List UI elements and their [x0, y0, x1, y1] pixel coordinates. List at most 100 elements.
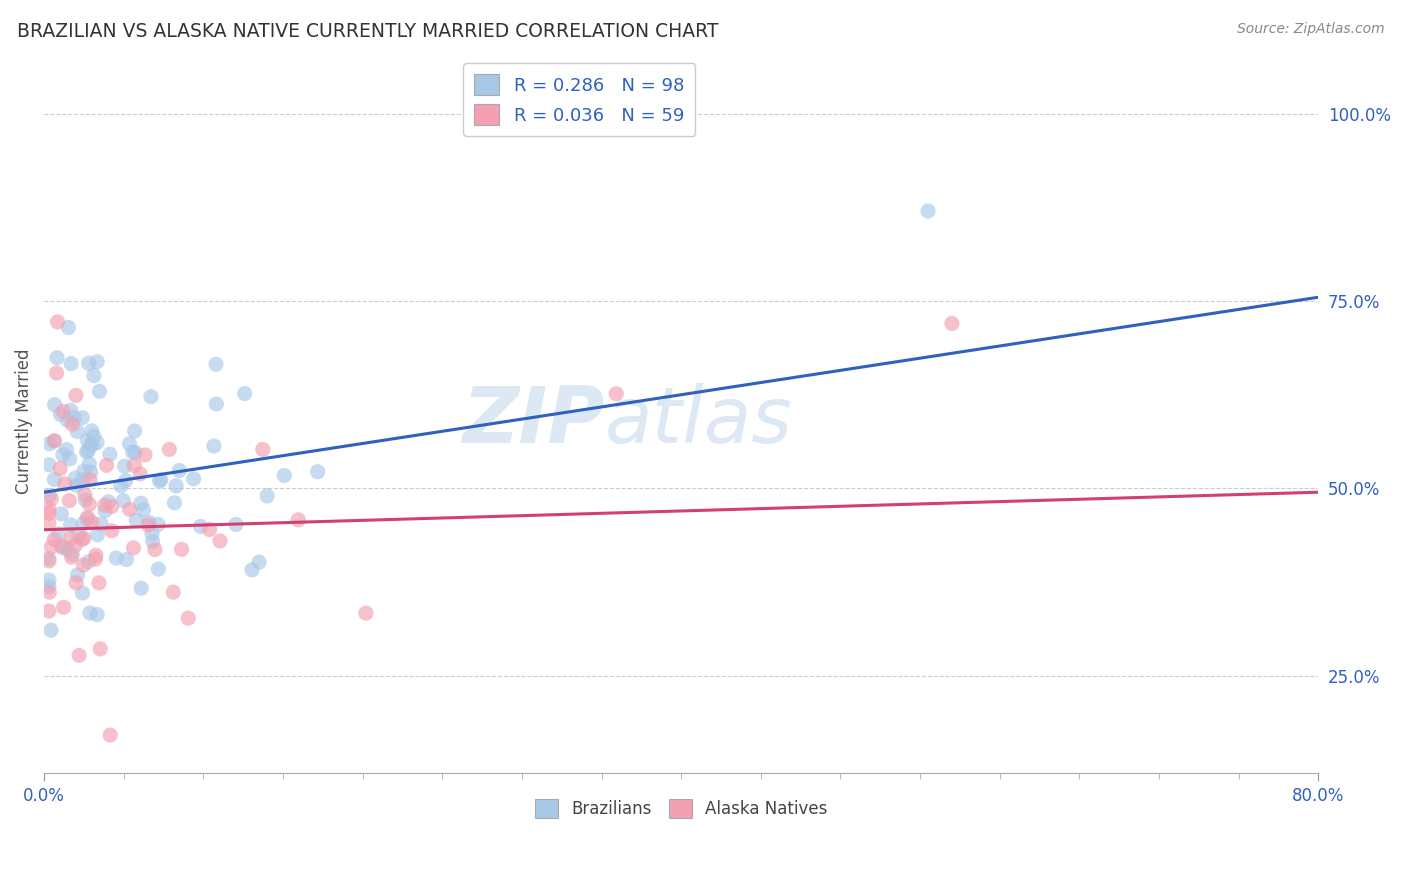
Point: [76, 510, 98, 524]
Point: [46, 315, 69, 329]
Point: [165, 479, 187, 493]
Point: [60, 550, 83, 565]
Point: [354, 606, 377, 620]
Point: [59, 531, 82, 545]
Point: [67, 528, 90, 542]
Point: [205, 397, 228, 411]
Point: [157, 442, 180, 457]
Point: [44, 533, 66, 547]
Point: [66, 425, 89, 439]
Point: [58, 493, 80, 508]
Point: [90, 517, 112, 532]
Point: [44, 473, 66, 487]
Point: [122, 541, 145, 555]
Point: [100, 500, 122, 514]
Point: [44, 398, 66, 412]
Point: [53, 477, 76, 491]
Point: [52, 600, 75, 615]
Point: [148, 562, 170, 576]
Point: [73, 488, 96, 502]
Point: [38, 585, 60, 599]
Point: [141, 526, 163, 541]
Point: [51, 507, 73, 521]
Point: [163, 496, 186, 510]
Point: [52, 448, 75, 462]
Point: [98, 728, 121, 742]
Point: [138, 516, 160, 530]
Point: [83, 368, 105, 383]
Point: [83, 429, 105, 443]
Point: [129, 467, 152, 481]
Point: [97, 495, 120, 509]
Point: [70, 533, 93, 547]
Point: [58, 320, 80, 334]
Point: [65, 539, 87, 553]
Point: [72, 516, 94, 531]
Point: [124, 445, 146, 459]
Point: [38, 551, 60, 566]
Point: [72, 410, 94, 425]
Point: [59, 403, 82, 417]
Point: [307, 465, 329, 479]
Point: [256, 489, 278, 503]
Point: [132, 502, 155, 516]
Point: [118, 437, 141, 451]
Point: [110, 479, 132, 493]
Point: [39, 624, 62, 638]
Point: [59, 452, 82, 467]
Point: [605, 386, 627, 401]
Point: [55, 442, 77, 457]
Point: [134, 448, 156, 462]
Point: [190, 519, 212, 533]
Point: [67, 648, 90, 663]
Point: [125, 513, 148, 527]
Point: [38, 506, 60, 520]
Point: [77, 443, 100, 458]
Point: [79, 465, 101, 479]
Point: [73, 464, 96, 478]
Point: [38, 436, 60, 450]
Point: [49, 408, 72, 422]
Point: [198, 523, 221, 537]
Point: [79, 497, 101, 511]
Point: [287, 513, 309, 527]
Point: [149, 473, 172, 487]
Point: [60, 547, 83, 561]
Point: [89, 641, 111, 656]
Point: [84, 548, 107, 562]
Point: [941, 317, 963, 331]
Point: [77, 555, 100, 569]
Point: [94, 504, 117, 518]
Point: [114, 459, 136, 474]
Point: [49, 461, 72, 475]
Point: [101, 524, 124, 538]
Point: [44, 434, 66, 448]
Point: [79, 473, 101, 487]
Point: [38, 580, 60, 594]
Point: [60, 417, 83, 431]
Point: [143, 542, 166, 557]
Point: [142, 534, 165, 549]
Point: [84, 552, 107, 566]
Point: [273, 468, 295, 483]
Point: [86, 435, 108, 450]
Point: [52, 404, 75, 418]
Text: BRAZILIAN VS ALASKA NATIVE CURRENTLY MARRIED CORRELATION CHART: BRAZILIAN VS ALASKA NATIVE CURRENTLY MAR…: [17, 22, 718, 41]
Point: [44, 434, 66, 448]
Point: [75, 492, 97, 507]
Point: [41, 491, 63, 506]
Point: [79, 457, 101, 471]
Point: [917, 204, 939, 219]
Point: [98, 447, 121, 461]
Point: [72, 586, 94, 600]
Point: [65, 471, 87, 485]
Point: [148, 517, 170, 532]
Point: [60, 357, 83, 371]
Point: [208, 533, 231, 548]
Point: [87, 575, 110, 590]
Point: [65, 575, 87, 590]
Point: [38, 488, 60, 502]
Point: [225, 517, 247, 532]
Point: [89, 384, 111, 399]
Point: [183, 472, 205, 486]
